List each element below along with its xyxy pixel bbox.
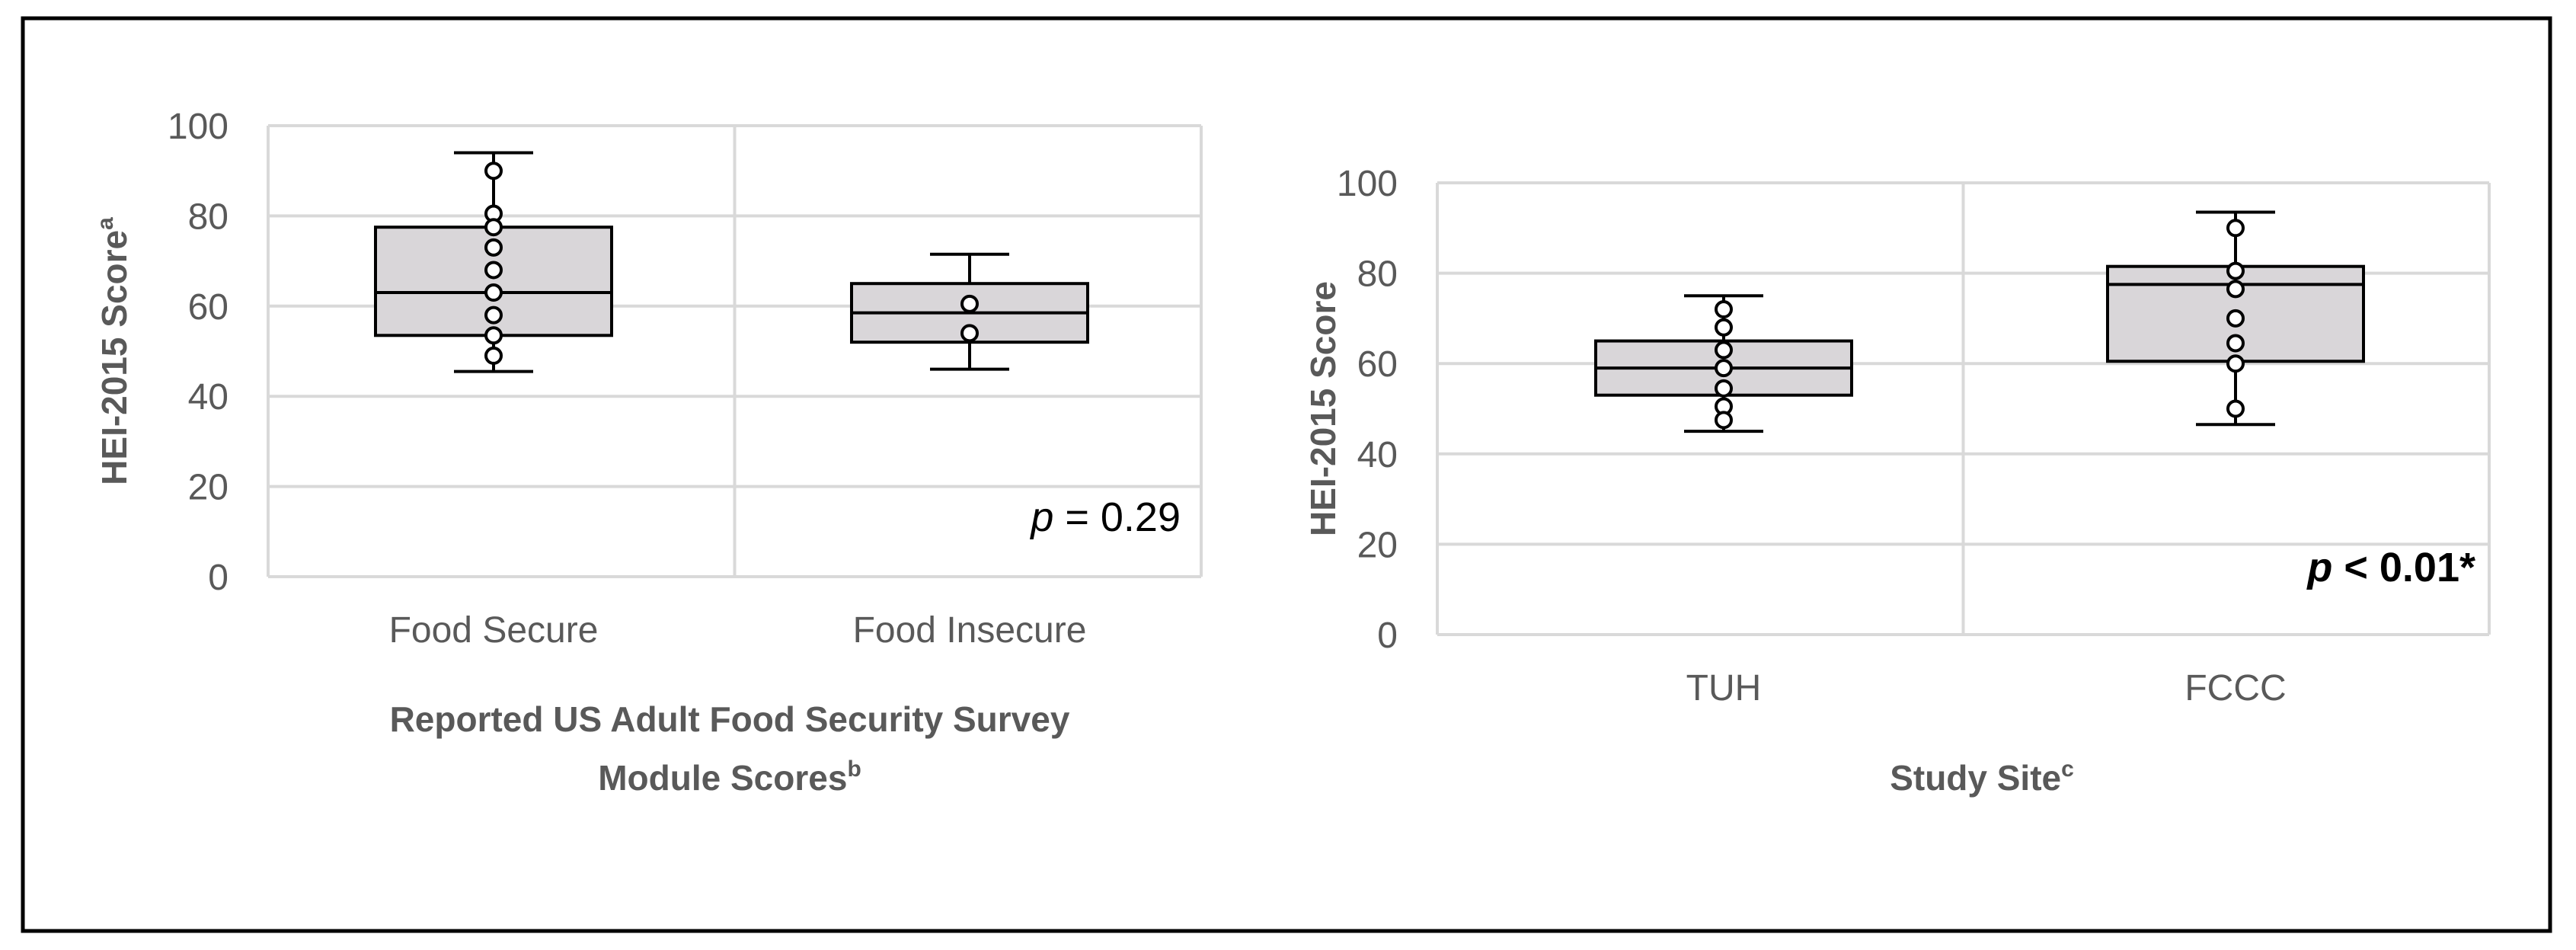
data-point bbox=[1715, 318, 1733, 337]
data-point bbox=[1715, 341, 1733, 360]
x-tick-label: FCCC bbox=[2184, 668, 2286, 709]
x-tick-label: Food Secure bbox=[389, 610, 599, 651]
y-tick-label: 40 bbox=[188, 377, 229, 417]
y-tick-label: 80 bbox=[1357, 254, 1398, 295]
y-tick-label: 0 bbox=[208, 558, 229, 598]
x-tick-label: Food Insecure bbox=[853, 610, 1087, 651]
y-tick-label: 100 bbox=[1337, 164, 1398, 204]
data-point bbox=[2226, 219, 2245, 238]
y-tick-label: 60 bbox=[188, 287, 229, 328]
y-tick-label: 60 bbox=[1357, 344, 1398, 385]
data-point bbox=[2226, 280, 2245, 299]
y-tick-labels: 0 20 40 60 80 100 bbox=[1337, 164, 1398, 656]
y-tick-label: 20 bbox=[188, 468, 229, 508]
x-tick-label: TUH bbox=[1686, 668, 1762, 709]
data-point bbox=[484, 261, 503, 280]
x-tick-labels: Food Secure Food Insecure bbox=[389, 610, 1087, 651]
data-point bbox=[2226, 261, 2245, 280]
data-point bbox=[2226, 399, 2245, 418]
data-point bbox=[484, 218, 503, 237]
data-point bbox=[960, 324, 979, 343]
data-point bbox=[484, 238, 503, 257]
data-point bbox=[484, 283, 503, 302]
data-point bbox=[484, 326, 503, 345]
y-tick-label: 20 bbox=[1357, 525, 1398, 565]
p-value-annotation: p = 0.29 bbox=[1029, 494, 1181, 540]
data-point bbox=[960, 294, 979, 313]
y-tick-label: 40 bbox=[1357, 435, 1398, 475]
chart-study-site: 0 20 40 60 80 100 TUH FCCC HEI-2015 Score Stud… bbox=[1303, 164, 2491, 798]
box-food-secure bbox=[374, 151, 613, 373]
y-tick-label: 80 bbox=[188, 197, 229, 237]
data-point bbox=[1715, 300, 1733, 319]
p-value-annotation: p < 0.01* bbox=[2306, 545, 2475, 590]
x-axis-label-line1: Study Sitec bbox=[1890, 756, 2074, 798]
data-point bbox=[1715, 379, 1733, 398]
x-axis-label-line2: Module Scoresb bbox=[598, 756, 861, 798]
box-tuh bbox=[1594, 294, 1853, 433]
y-tick-label: 100 bbox=[168, 107, 229, 147]
y-tick-labels: 0 20 40 60 80 100 bbox=[168, 107, 229, 598]
x-axis-label-line1: Reported US Adult Food Security Survey bbox=[390, 699, 1070, 739]
data-point bbox=[484, 305, 503, 325]
box-food-insecure bbox=[850, 252, 1089, 371]
figure-border bbox=[21, 16, 2552, 933]
x-tick-labels: TUH FCCC bbox=[1686, 668, 2287, 709]
y-axis-label: HEI-2015 Score bbox=[1303, 281, 1343, 536]
data-point bbox=[1715, 411, 1733, 430]
y-tick-label: 0 bbox=[1377, 616, 1398, 656]
data-point bbox=[1715, 359, 1733, 378]
box-series bbox=[374, 151, 1089, 373]
data-point bbox=[2226, 354, 2245, 373]
data-point bbox=[484, 346, 503, 365]
chart-food-security: 0 20 40 60 80 100 Food Secure Food Insecure HE… bbox=[93, 107, 1203, 798]
y-axis-label: HEI-2015 Scorea bbox=[93, 217, 134, 485]
data-point bbox=[2226, 309, 2245, 328]
data-point bbox=[2226, 334, 2245, 353]
box-series bbox=[1594, 210, 2365, 433]
box-fccc bbox=[2106, 210, 2365, 427]
data-point bbox=[484, 162, 503, 181]
